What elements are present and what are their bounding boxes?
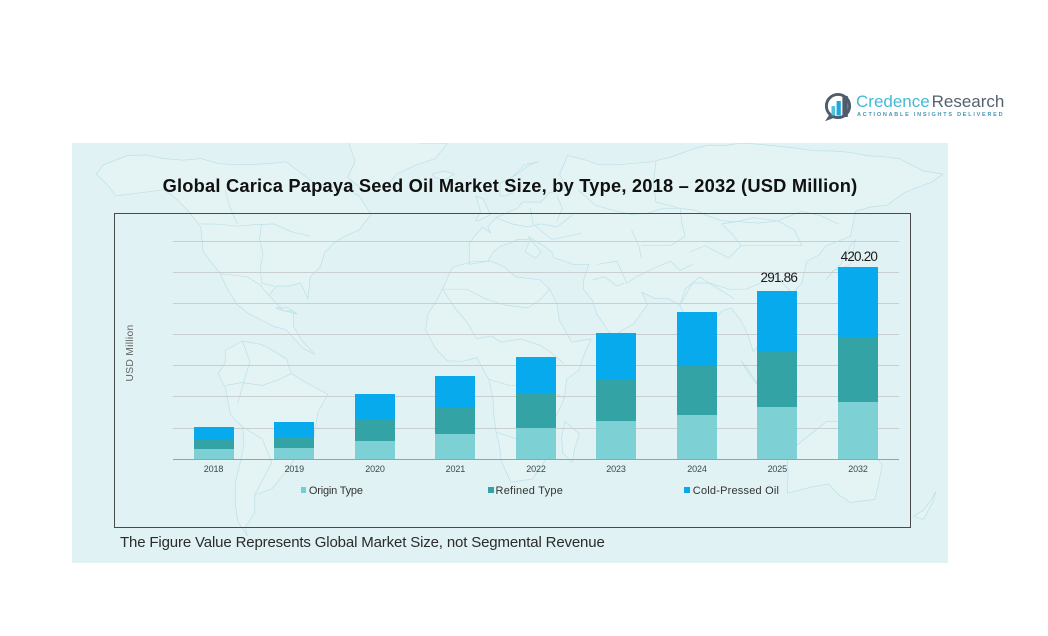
svg-text:ACTIONABLE INSIGHTS DELIVERED: ACTIONABLE INSIGHTS DELIVERED bbox=[857, 112, 1004, 118]
svg-text:Research: Research bbox=[932, 92, 1005, 111]
svg-text:Credence: Credence bbox=[856, 92, 930, 111]
